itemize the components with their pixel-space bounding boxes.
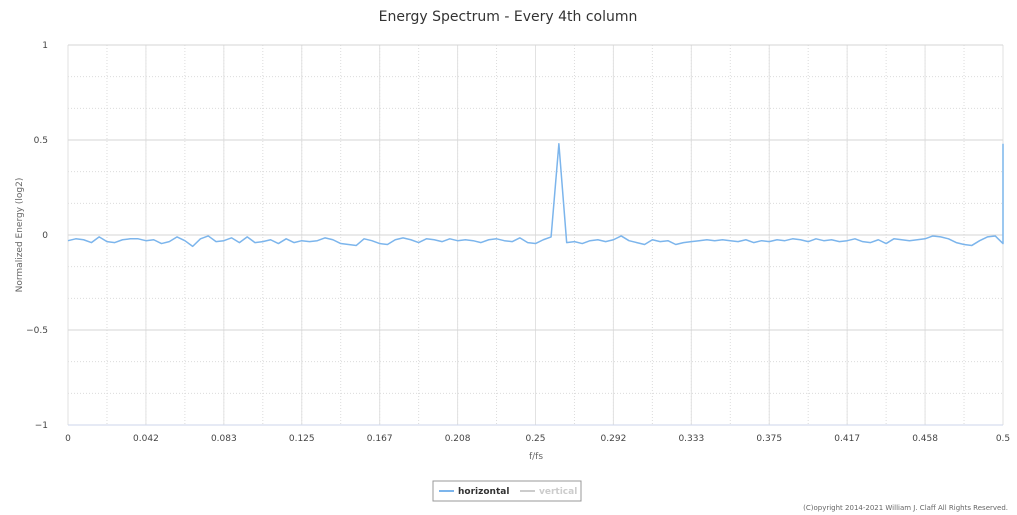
series-line-horizontal[interactable] <box>67 143 1004 248</box>
x-tick-label: 0.042 <box>133 434 159 444</box>
chart-title: Energy Spectrum - Every 4th column <box>379 9 638 25</box>
legend-item-vertical[interactable]: vertical <box>520 487 577 497</box>
x-tick-label: 0.375 <box>756 434 782 444</box>
x-tick-label: 0.083 <box>211 434 237 444</box>
x-tick-label: 0.458 <box>912 434 938 444</box>
x-axis-label: f/fs <box>529 452 543 462</box>
legend-box <box>432 480 582 502</box>
x-tick-label: 0.167 <box>367 434 393 444</box>
y-tick-label: −1 <box>35 421 48 431</box>
x-tick-label: 0.25 <box>525 434 545 444</box>
y-tick-label: −0.5 <box>26 326 48 336</box>
credits-text[interactable]: (C)opyright 2014-2021 William J. Claff A… <box>803 504 1008 512</box>
series-layer <box>67 143 1004 248</box>
x-axis-ticks: 0 0.042 0.083 0.125 0.167 0.208 0.25 0.292 0.333… <box>65 434 1010 444</box>
x-tick-label: 0.208 <box>445 434 471 444</box>
x-tick-label: 0.292 <box>601 434 627 444</box>
legend: horizontal vertical <box>432 480 582 502</box>
y-tick-label: 0.5 <box>34 136 48 146</box>
y-tick-label: 0 <box>42 231 48 241</box>
legend-label-horizontal: horizontal <box>458 487 509 497</box>
x-tick-label: 0.125 <box>289 434 315 444</box>
y-tick-label: 1 <box>42 41 48 51</box>
x-tick-label: 0 <box>65 434 71 444</box>
x-tick-label: 0.333 <box>678 434 704 444</box>
x-tick-label: 0.417 <box>834 434 860 444</box>
x-tick-label: 0.5 <box>996 434 1010 444</box>
grid <box>67 44 1004 426</box>
y-axis-label: Normalized Energy (log2) <box>15 178 25 293</box>
legend-item-horizontal[interactable]: horizontal <box>439 487 509 497</box>
legend-label-vertical: vertical <box>539 487 577 497</box>
y-axis-ticks: 1 0.5 0 −0.5 −1 <box>26 41 48 431</box>
